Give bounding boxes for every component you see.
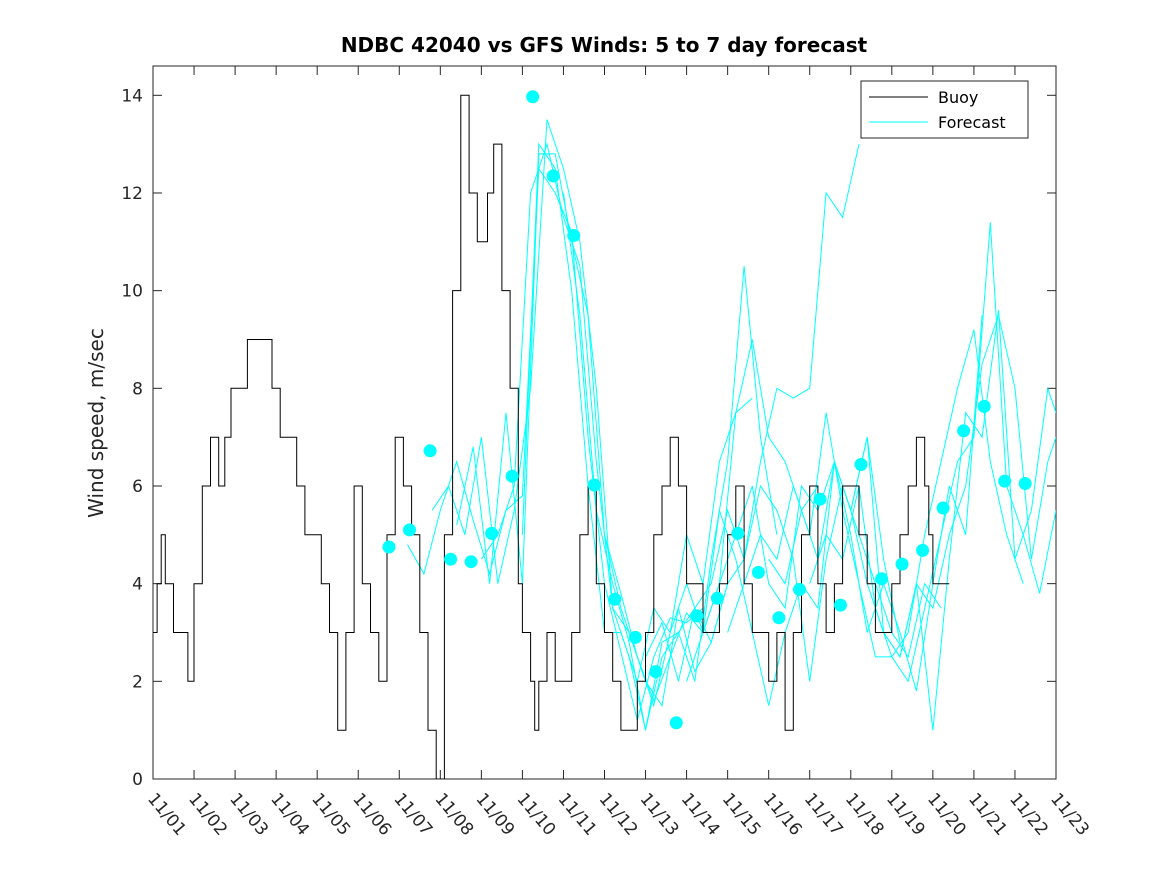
series-group xyxy=(153,94,1056,779)
forecast-marker xyxy=(505,469,519,483)
forecast-marker xyxy=(628,630,642,644)
forecast-marker xyxy=(751,565,765,579)
y-tick-label: 6 xyxy=(132,477,143,497)
x-tick-label: 11/01 xyxy=(143,789,190,839)
x-tick-label: 11/14 xyxy=(677,789,724,839)
buoy-line xyxy=(153,94,950,779)
x-tick-label: 11/05 xyxy=(307,789,354,839)
plot-area xyxy=(152,65,1057,780)
forecast-marker xyxy=(485,526,499,540)
y-tick-label: 14 xyxy=(121,86,143,106)
forecast-marker xyxy=(464,555,478,569)
x-tick-label: 11/10 xyxy=(513,789,560,839)
x-tick-label: 11/02 xyxy=(184,789,231,839)
legend-buoy-label: Buoy xyxy=(938,88,978,107)
x-tick-label: 11/06 xyxy=(348,789,395,839)
x-tick-label: 11/08 xyxy=(430,789,477,839)
forecast-marker xyxy=(669,716,683,730)
forecast-marker xyxy=(649,665,663,679)
forecast-line-13 xyxy=(850,310,1056,731)
forecast-line-6 xyxy=(563,143,860,731)
legend-forecast-label: Forecast xyxy=(938,113,1006,132)
x-tick-label: 11/04 xyxy=(266,789,313,839)
forecast-marker xyxy=(690,609,704,623)
forecast-marker xyxy=(875,572,889,586)
legend-box xyxy=(860,80,1029,139)
forecast-line-10 xyxy=(727,329,1024,658)
forecast-marker xyxy=(403,523,416,537)
forecast-marker xyxy=(998,474,1012,488)
forecast-marker xyxy=(526,90,540,104)
x-tick-label: 11/11 xyxy=(554,789,601,839)
x-tick-label: 11/03 xyxy=(225,789,272,839)
forecast-marker xyxy=(916,543,930,557)
forecast-marker xyxy=(977,399,991,413)
x-tick-label: 11/07 xyxy=(389,789,436,839)
y-tick-label: 12 xyxy=(121,184,143,204)
x-tick-label: 11/16 xyxy=(759,789,806,839)
x-tick-label: 11/22 xyxy=(1005,789,1052,839)
legend: Buoy Forecast xyxy=(860,80,1029,139)
forecast-marker xyxy=(813,492,827,506)
forecast-marker xyxy=(382,540,396,554)
forecast-marker xyxy=(1018,477,1032,490)
forecast-marker xyxy=(567,229,581,242)
forecast-marker xyxy=(957,424,971,438)
forecast-marker xyxy=(731,526,745,540)
y-tick-label: 2 xyxy=(132,672,143,692)
forecast-marker xyxy=(793,583,806,596)
x-tick-label: 11/13 xyxy=(636,789,683,839)
forecast-marker xyxy=(772,611,786,625)
y-tick-label: 0 xyxy=(132,770,143,790)
y-tick-label: 10 xyxy=(121,282,143,302)
x-tick-label: 11/09 xyxy=(472,789,519,839)
y-tick-label: 4 xyxy=(132,575,143,595)
x-tick-label: 11/12 xyxy=(595,789,642,839)
forecast-marker xyxy=(608,592,622,606)
forecast-marker xyxy=(834,598,847,612)
forecast-line-1 xyxy=(407,167,704,721)
y-axis-label: Wind speed, m/sec xyxy=(84,328,108,518)
forecast-marker xyxy=(936,501,950,515)
forecast-marker xyxy=(854,458,868,471)
forecast-marker xyxy=(587,478,601,492)
forecast-markers xyxy=(382,90,1032,730)
forecast-marker xyxy=(710,591,724,605)
forecast-marker xyxy=(423,444,437,458)
x-tick-label: 11/23 xyxy=(1046,789,1093,839)
forecast-marker xyxy=(895,557,909,571)
chart-title: NDBC 42040 vs GFS Winds: 5 to 7 day fore… xyxy=(341,33,868,57)
axis-ticks xyxy=(152,66,1057,780)
x-tick-label: 11/20 xyxy=(923,789,970,839)
x-tick-label: 11/19 xyxy=(882,789,929,839)
x-tick-label: 11/18 xyxy=(841,789,888,839)
x-tick-label: 11/15 xyxy=(718,789,765,839)
y-tick-label: 8 xyxy=(132,379,143,399)
forecast-marker xyxy=(546,169,560,183)
forecast-marker xyxy=(444,552,458,566)
x-tick-label: 11/21 xyxy=(964,789,1011,839)
x-tick-label: 11/17 xyxy=(800,789,847,839)
